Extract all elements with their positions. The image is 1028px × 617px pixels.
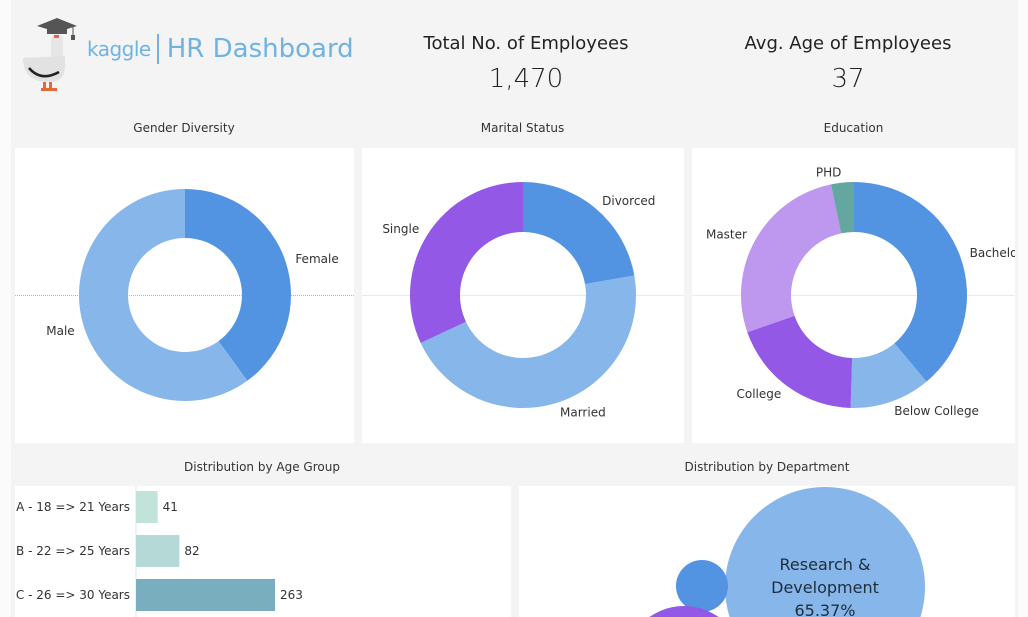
brand: kaggle HR Dashboard [87, 34, 354, 64]
category-label: B - 22 => 25 Years [16, 544, 130, 558]
kpi-value: 37 [831, 64, 865, 94]
slice-single[interactable] [410, 182, 523, 343]
bubble-human-resources[interactable] [676, 560, 728, 612]
slice-label-bachelor: Bachelor [970, 246, 1015, 260]
department-bubbles-svg: Research & Development 65.37% [624, 487, 925, 617]
slice-master[interactable] [741, 184, 842, 333]
bubble-research-development[interactable] [725, 487, 925, 617]
slice-label-single: Single [382, 222, 419, 236]
dashboard-title: HR Dashboard [166, 34, 354, 64]
dashboard: kaggle HR Dashboard Total No. of Employe… [11, 0, 1018, 617]
education-donut-svg: Bachelor Below College College Master PHD [706, 166, 1015, 419]
kpi-value: 1,470 [488, 64, 564, 94]
slice-college[interactable] [747, 315, 853, 408]
slice-label-male: Male [46, 324, 74, 338]
department-chart-title: Distribution by Department [684, 460, 850, 474]
brand-divider [156, 34, 159, 64]
kpi-label: Avg. Age of Employees [744, 33, 952, 54]
slice-label-divorced: Divorced [602, 194, 655, 208]
slice-below-college[interactable] [850, 343, 927, 409]
slice-label-female: Female [295, 252, 338, 266]
marital-donut-svg: Divorced Married Single [382, 182, 655, 419]
kpi-total-employees: Total No. of Employees 1,470 [406, 33, 646, 94]
slice-label-married: Married [560, 405, 606, 419]
slice-divorced[interactable] [523, 182, 635, 285]
bubble-label: 65.37% [794, 601, 855, 617]
slice-male[interactable] [78, 189, 248, 401]
header: kaggle HR Dashboard Total No. of Employe… [11, 0, 1018, 110]
reference-line [362, 295, 684, 296]
slice-label-college: College [736, 387, 781, 401]
slice-female[interactable] [185, 189, 291, 381]
slice-married[interactable] [420, 275, 636, 409]
bar-a-18-21-years[interactable] [136, 491, 158, 523]
bar-value-label: 82 [184, 544, 199, 558]
bar-b-22-25-years[interactable] [136, 535, 180, 567]
slice-bachelor[interactable] [854, 182, 967, 382]
slice-phd[interactable] [830, 182, 854, 234]
bar-value-label: 263 [280, 588, 303, 602]
age-group-bar-chart[interactable]: A - 18 => 21 Years 41 B - 22 => 25 Years 82… [15, 486, 511, 617]
slice-label-phd: PHD [816, 166, 842, 180]
reference-line [692, 295, 1015, 296]
gender-chart-title: Gender Diversity [133, 121, 235, 135]
marital-chart-title: Marital Status [480, 121, 565, 135]
department-bubble-chart[interactable]: Research & Development 65.37% [519, 486, 1015, 617]
slice-label-below-college: Below College [894, 404, 979, 418]
category-label: A - 18 => 21 Years [16, 500, 130, 514]
bar-c-26-30-years[interactable] [136, 579, 275, 611]
education-chart-title: Education [823, 121, 884, 135]
bubble-sales[interactable] [624, 606, 744, 617]
brand-name: kaggle [87, 37, 151, 61]
age-group-chart-title: Distribution by Age Group [184, 460, 340, 474]
kaggle-goose-logo-icon [23, 18, 77, 91]
marital-status-chart[interactable]: Divorced Married Single [362, 148, 684, 443]
bar-value-label: 41 [163, 500, 178, 514]
gender-donut-svg: Female Male [46, 189, 339, 401]
kpi-avg-age: Avg. Age of Employees 37 [728, 33, 968, 94]
category-label: C - 26 => 30 Years [16, 588, 130, 602]
slice-label-master: Master [706, 227, 747, 241]
bubble-label: Research & [780, 555, 871, 574]
age-group-bars-svg: A - 18 => 21 Years 41 B - 22 => 25 Years 82… [16, 486, 303, 617]
bubble-label: Development [771, 578, 879, 597]
education-chart[interactable]: Bachelor Below College College Master PHD [692, 148, 1015, 443]
gender-diversity-chart[interactable]: Female Male [15, 148, 354, 443]
kpi-label: Total No. of Employees [423, 33, 629, 54]
reference-line [15, 295, 354, 296]
